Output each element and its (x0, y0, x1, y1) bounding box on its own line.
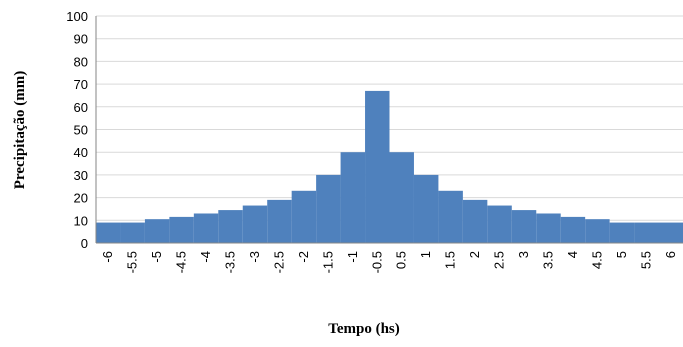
y-tick-label: 70 (74, 77, 88, 92)
x-tick-label: 5 (614, 251, 629, 258)
bar (120, 222, 145, 243)
x-axis-title: Tempo (hs) (328, 321, 400, 337)
bar (218, 210, 243, 243)
bar (389, 152, 414, 243)
x-tick-label: 3.5 (540, 251, 555, 269)
x-tick-label: 5.5 (638, 251, 653, 269)
x-tick-label: -6 (100, 251, 115, 263)
bar (365, 90, 390, 243)
y-tick-label: 90 (74, 32, 88, 47)
axes (95, 16, 683, 244)
x-tick-label: 6 (663, 251, 678, 258)
x-tick-label: -3 (247, 251, 262, 263)
bar (267, 199, 292, 243)
bar (96, 222, 121, 243)
x-tick-label: -5 (149, 251, 164, 263)
y-tick-label: 30 (74, 168, 88, 183)
x-tick-label: -4.5 (174, 251, 189, 273)
y-axis-title: Precipitação (mm) (12, 71, 28, 189)
x-tick-label: -4 (198, 251, 213, 263)
x-tick-label: -3.5 (223, 251, 238, 273)
bar (193, 213, 219, 243)
bar (609, 222, 635, 243)
y-tick-label: 20 (74, 191, 88, 206)
bar (316, 174, 341, 243)
x-tick-label: 4 (565, 251, 580, 258)
y-tick-label: 100 (66, 9, 88, 24)
bar (242, 205, 268, 243)
bar (560, 216, 586, 243)
y-tick-label: 50 (74, 123, 88, 138)
bar (340, 152, 366, 243)
x-tick-label: 1 (418, 251, 433, 258)
x-tick-labels: -6 -5.5 -5 -4.5 -4 -3.5 -3 -2.5 -2 -1.5 -1 -0.5 0.5 1… (100, 251, 678, 273)
y-tick-label: 40 (74, 145, 88, 160)
x-tick-label: 2 (467, 251, 482, 258)
bar (462, 199, 488, 243)
bar (585, 219, 610, 243)
x-tick-label: 2.5 (492, 251, 507, 269)
x-tick-label: -1.5 (320, 251, 335, 273)
bar (536, 213, 561, 243)
bar (144, 219, 170, 243)
y-tick-label: 80 (74, 54, 88, 69)
bar (487, 205, 512, 243)
bar (291, 190, 317, 243)
x-tick-label: -1 (345, 251, 360, 263)
y-tick-labels: 0 10 20 30 40 50 60 70 80 90 100 (66, 9, 88, 251)
bar (438, 190, 463, 243)
bars (96, 90, 683, 243)
x-tick-label: 0.5 (394, 251, 409, 269)
x-tick-label: -0.5 (369, 251, 384, 273)
y-tick-label: 60 (74, 100, 88, 115)
y-tick-label: 0 (81, 236, 88, 251)
bar (169, 216, 194, 243)
y-tick-label: 10 (74, 213, 88, 228)
bar (511, 210, 537, 243)
x-tick-label: -2.5 (271, 251, 286, 273)
bar (413, 174, 439, 243)
x-tick-label: -2 (296, 251, 311, 263)
x-tick-label: 4.5 (589, 251, 604, 269)
bar (634, 222, 683, 243)
x-tick-label: 1.5 (443, 251, 458, 269)
x-tick-label: -5.5 (125, 251, 140, 273)
x-tick-label: 3 (516, 251, 531, 258)
